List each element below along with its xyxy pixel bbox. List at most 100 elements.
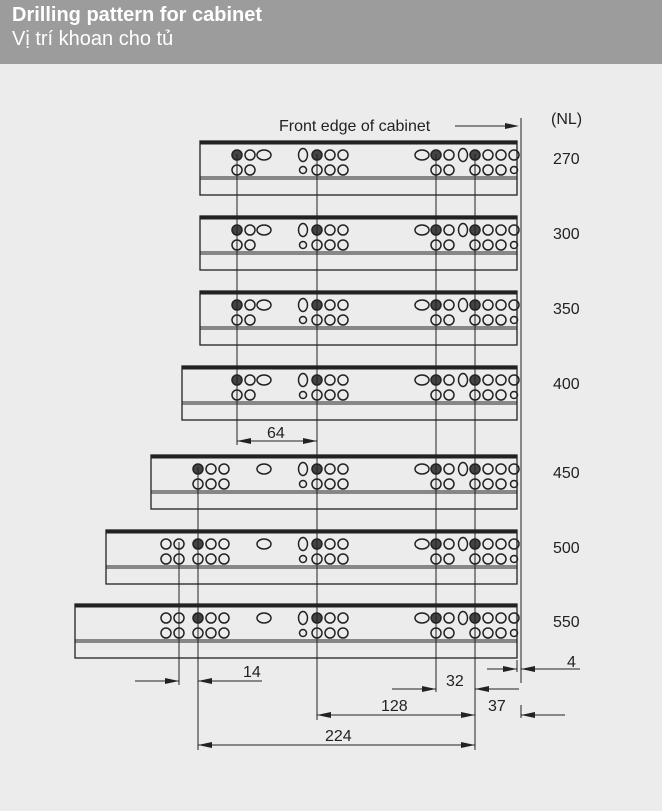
header-title: Drilling pattern for cabinet [12,4,263,26]
hole [482,389,494,401]
rail-nl-label: 450 [553,465,580,482]
hole [495,299,507,311]
oval-hole [297,461,309,477]
hole [337,314,349,326]
oval-hole [414,149,430,161]
hole [337,299,349,311]
hole [495,612,507,624]
hole [482,224,494,236]
oval-hole [256,538,272,550]
oval-hole [256,612,272,624]
rail-nl-label: 270 [553,151,580,168]
oval-hole [457,610,469,626]
oval-hole [297,297,309,313]
hole [218,538,230,550]
hole [509,479,519,489]
hole [482,463,494,475]
arrowhead [317,712,331,718]
hole [482,314,494,326]
hole [443,164,455,176]
hole [324,538,336,550]
oval-hole [414,299,430,311]
arrowhead [505,123,519,129]
oval-hole [414,224,430,236]
rail-nl-label: 350 [553,301,580,318]
hole [244,314,256,326]
hole [482,149,494,161]
hole [482,538,494,550]
arrowhead [521,712,535,718]
hole [443,463,455,475]
hole [482,627,494,639]
hole [495,224,507,236]
arrowhead [303,438,317,444]
hole [244,224,256,236]
hole [298,390,308,400]
rail-nl-label: 550 [553,614,580,631]
hole [508,463,520,475]
hole [495,389,507,401]
front-edge-label: Front edge of cabinet [279,118,431,135]
hole [443,149,455,161]
dim-128: 128 [381,698,408,715]
oval-hole [414,612,430,624]
hole [482,164,494,176]
hole [160,553,172,565]
hole [324,314,336,326]
hole [324,164,336,176]
hole [337,478,349,490]
oval-hole [414,463,430,475]
oval-hole [297,372,309,388]
hole [443,627,455,639]
hole [508,612,520,624]
hole [298,479,308,489]
hole [218,463,230,475]
hole [495,627,507,639]
hole [443,239,455,251]
hole [337,374,349,386]
hole [218,627,230,639]
rail-outline [199,215,518,271]
hole [443,538,455,550]
oval-hole [256,224,272,236]
hole [324,389,336,401]
oval-hole [457,372,469,388]
hole [495,314,507,326]
hole [443,612,455,624]
hole [443,478,455,490]
hole [337,149,349,161]
hole [495,553,507,565]
oval-hole [457,536,469,552]
hole [205,612,217,624]
hole [509,240,519,250]
hole [324,627,336,639]
hole [324,612,336,624]
arrowhead [503,666,517,672]
oval-hole [457,147,469,163]
hole [495,463,507,475]
rail-outline [199,290,518,346]
hole [324,239,336,251]
oval-hole [256,149,272,161]
rail-300: 300 [199,215,580,271]
hole [218,478,230,490]
oval-hole [414,538,430,550]
rail-outline [199,140,518,196]
header: Drilling pattern for cabinet Vị trí khoa… [0,0,662,64]
rail-550: 550 [74,603,580,659]
hole [495,239,507,251]
hole [443,299,455,311]
arrowhead [165,678,179,684]
hole [509,390,519,400]
hole [509,165,519,175]
rail-400: 400 [181,365,580,421]
hole [482,374,494,386]
oval-hole [256,374,272,386]
hole [495,149,507,161]
hole [244,374,256,386]
dim-37: 37 [488,698,506,715]
hole [509,315,519,325]
hole [324,149,336,161]
dim-32: 32 [446,673,464,690]
